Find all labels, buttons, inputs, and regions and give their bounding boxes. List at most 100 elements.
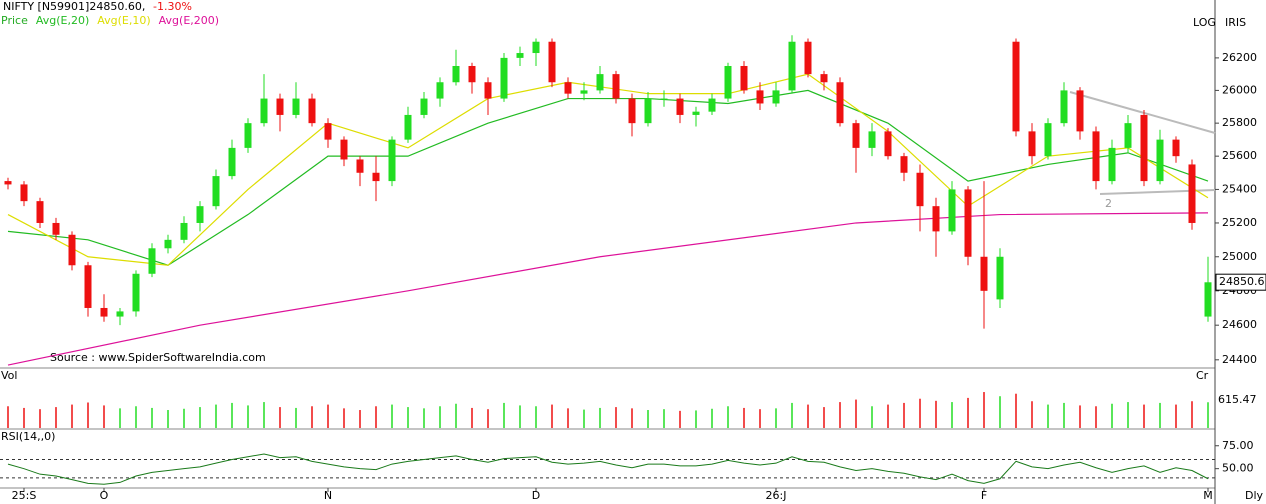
y-tick-label: 25400 [1222,182,1257,195]
candle-body [324,123,332,140]
volume-last: 615.47 [1218,393,1257,406]
candle-body [116,311,124,317]
candle-body [1156,139,1164,182]
candle-body [628,98,636,124]
candle-body [180,222,188,240]
rsi-label: RSI(14,,0) [1,430,55,443]
last-price: 24850.6 [1219,275,1265,288]
candle-body [1140,114,1148,182]
candle-body [948,189,956,232]
candle-body [772,90,780,104]
rsi-line [7,453,1209,485]
candle-body [292,98,300,115]
candle-body [612,74,620,99]
candle-body [420,98,428,115]
candle-body [52,222,60,235]
candle-body [196,206,204,223]
candle-body [500,57,508,99]
candle-body [388,139,396,182]
candle-body [820,74,828,83]
candle-body [276,98,284,115]
y-tick-label: 25000 [1222,250,1257,263]
candle-body [580,90,588,94]
rsi-tick-label: 50.00 [1222,462,1254,475]
average-line [7,73,1209,266]
candle-body [756,90,764,104]
candle-body [1028,131,1036,157]
candle-body [788,41,796,91]
x-tick-label: 25:S [12,489,37,502]
candle-body [1108,147,1116,182]
candle-body [68,234,76,266]
candle-body [1044,123,1052,157]
candle-body [1172,139,1180,157]
candle-body [868,131,876,148]
candle-body [356,159,364,173]
candle-body [692,111,700,115]
candle-body [1012,41,1020,132]
legend-entry: Avg(E,10) [97,14,150,27]
candle-body [996,256,1004,300]
y-tick-label: 24400 [1222,353,1257,366]
y-tick-label: 25600 [1222,149,1257,162]
candle-body [436,82,444,99]
x-tick-label: M [1203,489,1213,502]
candle-body [228,147,236,177]
scale-label: IRIS [1225,16,1246,29]
candle-body [548,41,556,83]
candle-body [4,181,12,185]
candle-body [36,201,44,223]
candle-body [340,139,348,160]
period: Dly [1245,489,1264,502]
title: NIFTY [N59901]24850.60, [3,0,145,13]
volume-unit: Cr [1196,369,1209,382]
candle-body [516,53,524,58]
candle-body [484,82,492,99]
candle-body [132,273,140,312]
candle-body [708,98,716,112]
candle-body [84,265,92,308]
candle-body [596,74,604,91]
candle-body [468,65,476,83]
average-line [7,89,1209,266]
candle-body [20,184,28,202]
candle-body [724,65,732,99]
legend-entry: Price [1,14,28,27]
legend-entry: Avg(E,20) [36,14,89,27]
candle-body [852,123,860,148]
candle-body [884,131,892,157]
candle-body [244,123,252,148]
x-tick-label: F [981,489,987,502]
candle-body [212,176,220,207]
y-tick-label: 26200 [1222,51,1257,64]
annotation: 2 [1105,197,1112,210]
candle-body [932,206,940,232]
candle-body [260,98,268,124]
x-tick-label: N [324,489,332,502]
candle-body [740,65,748,91]
source: Source : www.SpiderSoftwareIndia.com [50,351,266,364]
scale-label: LOG [1193,16,1216,29]
candle-body [404,114,412,140]
candle-body [1188,164,1196,223]
y-tick-label: 26000 [1222,83,1257,96]
average-line [7,212,1209,366]
candle-body [836,82,844,124]
candle-body [900,156,908,173]
candle-body [644,98,652,124]
candle-body [452,65,460,83]
candle-body [564,82,572,94]
candle-body [916,172,924,207]
candle-body [660,98,668,100]
candle-body [532,41,540,54]
candle-body [804,41,812,75]
candle-body [1060,90,1068,124]
candle-body [308,98,316,124]
candle-body [148,248,156,274]
x-tick-label: O [100,489,109,502]
candle-body [980,256,988,291]
candle-body [964,189,972,257]
candle-body [676,98,684,115]
